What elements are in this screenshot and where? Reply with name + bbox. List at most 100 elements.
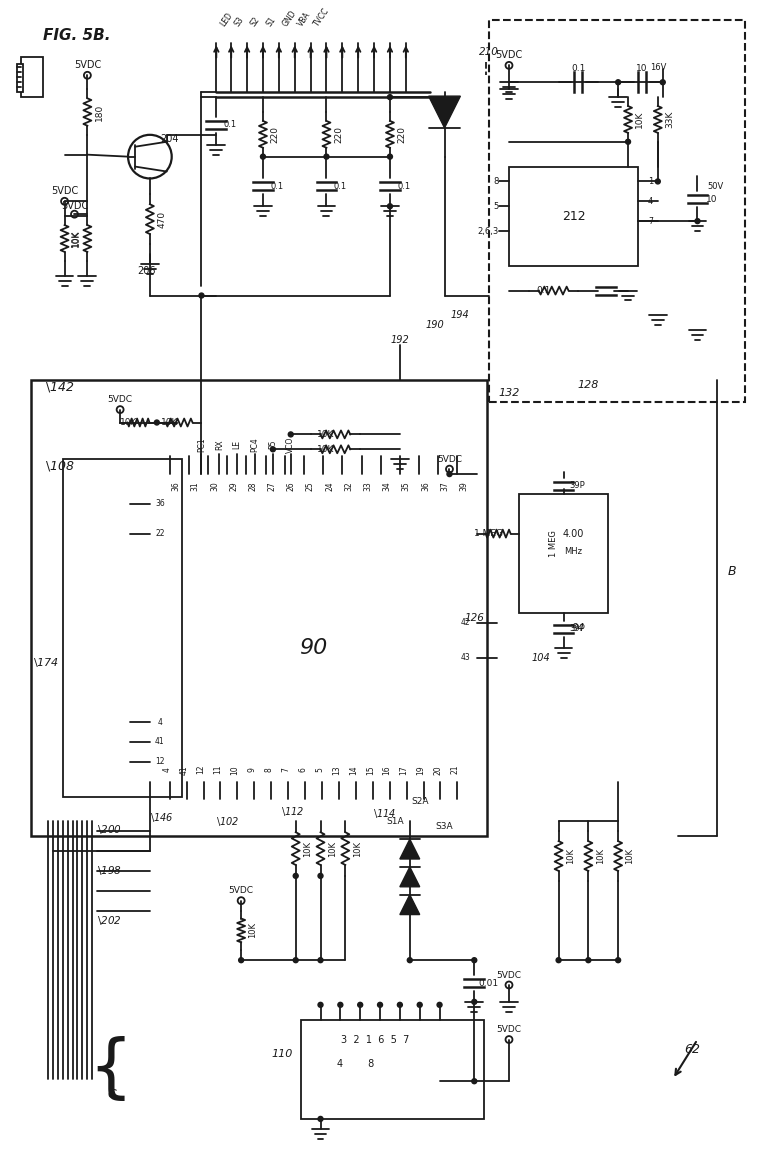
Text: $\mathsf{\backslash}$202: $\mathsf{\backslash}$202 xyxy=(98,914,122,928)
Text: 43: 43 xyxy=(461,653,470,662)
Text: 0.01: 0.01 xyxy=(478,979,498,988)
Text: 8: 8 xyxy=(494,177,499,186)
Text: 39P: 39P xyxy=(570,482,585,491)
Polygon shape xyxy=(400,867,420,887)
Circle shape xyxy=(472,999,477,1004)
Text: 5: 5 xyxy=(315,768,324,772)
Text: 22: 22 xyxy=(155,529,164,538)
Text: 37: 37 xyxy=(440,481,449,491)
Circle shape xyxy=(472,958,477,962)
Circle shape xyxy=(616,958,621,962)
Text: 36: 36 xyxy=(172,481,180,491)
Text: 190: 190 xyxy=(425,321,444,330)
Text: $\mathsf{\backslash}$146: $\mathsf{\backslash}$146 xyxy=(150,811,174,823)
Bar xyxy=(31,380,487,836)
Circle shape xyxy=(616,80,621,85)
Text: 62: 62 xyxy=(684,1043,700,1056)
Text: 21: 21 xyxy=(450,765,459,775)
Bar xyxy=(21,58,43,97)
Text: 10K: 10K xyxy=(316,445,334,454)
Circle shape xyxy=(407,958,412,962)
Text: 110: 110 xyxy=(271,1049,293,1060)
Text: 10: 10 xyxy=(230,765,240,775)
Text: 212: 212 xyxy=(561,210,585,222)
Circle shape xyxy=(338,1003,343,1007)
Circle shape xyxy=(437,1003,442,1007)
Circle shape xyxy=(260,154,266,159)
Text: 6: 6 xyxy=(298,768,307,772)
Text: 5VDC: 5VDC xyxy=(229,886,253,895)
Text: 10K: 10K xyxy=(161,418,178,427)
Circle shape xyxy=(293,873,298,879)
Text: $\mathsf{\backslash}$198: $\mathsf{\backslash}$198 xyxy=(98,864,122,878)
Text: 1 MEG: 1 MEG xyxy=(474,529,503,538)
Circle shape xyxy=(288,432,293,437)
Text: S2: S2 xyxy=(249,15,262,28)
Text: 90: 90 xyxy=(300,638,328,658)
Text: 204: 204 xyxy=(161,134,179,144)
Text: {: { xyxy=(88,1035,132,1102)
Text: FIG. 5B.: FIG. 5B. xyxy=(43,28,111,43)
Text: 0.1: 0.1 xyxy=(223,120,237,130)
Text: 26: 26 xyxy=(286,482,296,491)
Circle shape xyxy=(626,139,631,145)
Circle shape xyxy=(388,154,392,159)
Bar xyxy=(150,474,477,782)
Text: 470: 470 xyxy=(157,211,167,228)
Text: 25: 25 xyxy=(306,482,315,491)
Text: 36: 36 xyxy=(155,499,164,508)
Text: 19: 19 xyxy=(416,765,425,775)
Text: $\mathsf{\backslash}$200: $\mathsf{\backslash}$200 xyxy=(98,822,122,836)
Bar xyxy=(509,167,638,266)
Text: $\mathsf{\backslash}$108: $\mathsf{\backslash}$108 xyxy=(45,460,74,474)
Text: 42: 42 xyxy=(461,618,470,628)
Text: VBA: VBA xyxy=(296,9,313,28)
Text: S3: S3 xyxy=(233,15,246,28)
Text: 4: 4 xyxy=(157,718,162,726)
Text: LED: LED xyxy=(218,10,234,28)
Text: 34: 34 xyxy=(382,481,392,491)
Text: 1: 1 xyxy=(648,177,653,186)
Text: 15: 15 xyxy=(366,765,375,775)
Text: 1 MEG: 1 MEG xyxy=(549,530,558,557)
Text: 2,6,3: 2,6,3 xyxy=(478,227,499,235)
Text: 5VDC: 5VDC xyxy=(51,186,78,197)
Text: 220: 220 xyxy=(334,126,343,142)
Text: 7: 7 xyxy=(648,217,653,226)
Text: 10K: 10K xyxy=(625,848,634,864)
Circle shape xyxy=(199,293,204,298)
Bar xyxy=(489,20,745,402)
Text: 10K: 10K xyxy=(71,229,80,247)
Text: 128: 128 xyxy=(578,380,599,390)
Text: 5VDC: 5VDC xyxy=(74,60,101,71)
Circle shape xyxy=(239,958,243,962)
Circle shape xyxy=(270,447,276,452)
Text: 10K: 10K xyxy=(316,430,334,439)
Text: PC4: PC4 xyxy=(250,437,260,452)
Circle shape xyxy=(154,420,159,425)
Text: 10: 10 xyxy=(706,195,717,204)
Text: 12: 12 xyxy=(197,765,206,775)
Text: 132: 132 xyxy=(498,388,520,397)
Text: 41: 41 xyxy=(180,765,189,775)
Circle shape xyxy=(655,179,660,184)
Text: S3A: S3A xyxy=(435,822,453,830)
Text: 28: 28 xyxy=(248,482,257,491)
Text: 194: 194 xyxy=(450,310,468,321)
Text: TVCC: TVCC xyxy=(313,6,332,28)
Text: 94: 94 xyxy=(572,623,585,633)
Text: 4: 4 xyxy=(648,197,653,206)
Text: 4        8: 4 8 xyxy=(336,1060,374,1069)
Text: 24: 24 xyxy=(325,482,334,491)
Circle shape xyxy=(695,219,700,223)
Text: $\mathsf{\backslash}$142: $\mathsf{\backslash}$142 xyxy=(45,380,74,394)
Text: 14: 14 xyxy=(349,765,358,775)
Text: 5VDC: 5VDC xyxy=(496,1025,521,1034)
Text: S1: S1 xyxy=(265,15,278,28)
Circle shape xyxy=(556,958,561,962)
Text: 180: 180 xyxy=(94,103,104,120)
Text: 10K: 10K xyxy=(249,923,257,938)
Text: 17: 17 xyxy=(399,765,409,775)
Text: 4.00: 4.00 xyxy=(563,528,584,538)
Text: LE: LE xyxy=(233,440,242,449)
